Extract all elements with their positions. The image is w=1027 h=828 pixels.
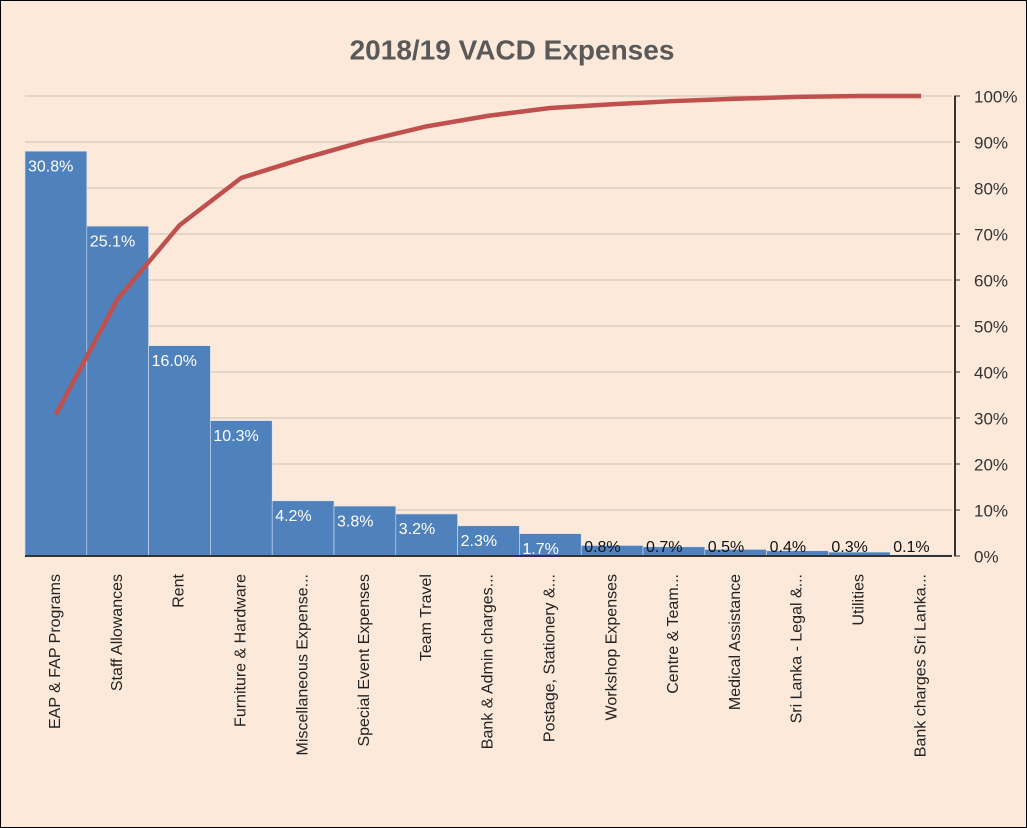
bar bbox=[271, 500, 335, 557]
y2-tick-label: 70% bbox=[974, 225, 1008, 244]
x-tick-label: Team Travel bbox=[418, 574, 435, 661]
x-tick-label: Special Event Expenses bbox=[356, 574, 373, 747]
x-tick-label: Rent bbox=[171, 573, 188, 607]
y2-tick-label: 30% bbox=[974, 409, 1008, 428]
x-tick-label: Postage, Stationery &... bbox=[542, 574, 559, 742]
x-tick-label: Miscellaneous Expense... bbox=[294, 574, 311, 755]
value-label: 0.5% bbox=[708, 539, 744, 556]
y2-tick-label: 10% bbox=[974, 501, 1008, 520]
x-tick-label: Workshop Expenses bbox=[603, 574, 620, 720]
y2-tick-label: 60% bbox=[974, 271, 1008, 290]
chart-title: 2018/19 VACD Expenses bbox=[350, 34, 675, 65]
y2-tick-label: 0% bbox=[974, 547, 999, 566]
x-tick-label: EAP & FAP Programs bbox=[47, 574, 64, 729]
bar bbox=[210, 420, 273, 557]
x-tick-label: Utilities bbox=[851, 574, 868, 626]
value-label: 0.8% bbox=[584, 539, 620, 556]
value-label: 3.2% bbox=[399, 521, 435, 538]
value-label: 3.8% bbox=[337, 513, 373, 530]
bar bbox=[148, 345, 211, 557]
value-label: 10.3% bbox=[213, 428, 258, 445]
bar bbox=[395, 513, 458, 557]
value-label: 0.3% bbox=[831, 539, 867, 556]
value-label: 4.2% bbox=[275, 508, 311, 525]
x-tick-label: Bank charges Sri Lanka... bbox=[912, 574, 929, 757]
x-tick-label: Staff Allowances bbox=[109, 574, 126, 691]
y2-tick-label: 40% bbox=[974, 363, 1008, 382]
y2-tick-label: 20% bbox=[974, 455, 1008, 474]
value-label: 25.1% bbox=[90, 233, 135, 250]
bar bbox=[457, 525, 520, 557]
y2-tick-label: 80% bbox=[974, 179, 1008, 198]
value-label: 1.7% bbox=[522, 541, 558, 558]
bar bbox=[24, 150, 88, 557]
value-label: 0.1% bbox=[893, 539, 929, 556]
value-label: 2.3% bbox=[461, 533, 497, 550]
x-tick-label: Sri Lanka - Legal &... bbox=[789, 574, 806, 723]
x-tick-label: Centre & Team... bbox=[665, 574, 682, 694]
y2-tick-label: 50% bbox=[974, 317, 1008, 336]
cumulative-line bbox=[53, 93, 922, 416]
x-tick-label: Bank & Admin charges... bbox=[480, 574, 497, 749]
x-tick-label: Medical Assistance bbox=[727, 574, 744, 710]
bar bbox=[333, 505, 397, 557]
x-tick-label: Furniture & Hardware bbox=[233, 574, 250, 727]
value-label: 0.4% bbox=[770, 539, 806, 556]
y2-tick-label: 90% bbox=[974, 133, 1008, 152]
value-label: 16.0% bbox=[152, 353, 197, 370]
y2-tick-label: 100% bbox=[974, 87, 1017, 106]
value-label: 30.8% bbox=[28, 158, 73, 175]
value-label: 0.7% bbox=[646, 539, 682, 556]
